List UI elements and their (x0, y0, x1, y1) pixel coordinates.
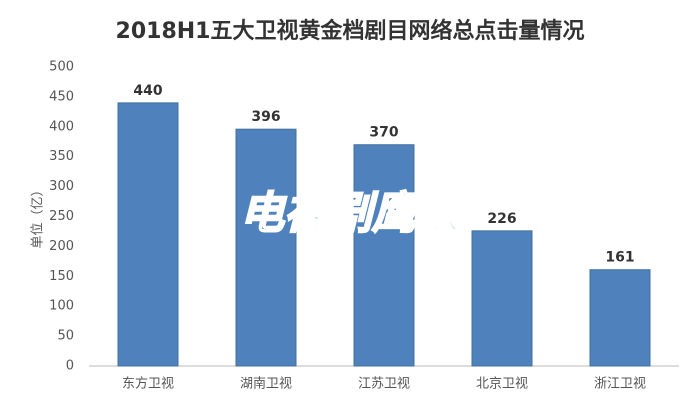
y-tick-label: 200 (49, 239, 74, 254)
y-axis-label: 单位（亿） (31, 183, 46, 248)
bar (235, 128, 297, 367)
x-tick-label: 东方卫视 (122, 376, 174, 392)
y-tick-label: 300 (49, 179, 74, 194)
value-label: 396 (251, 109, 280, 125)
x-tick-label: 浙江卫视 (594, 377, 646, 392)
chart-title: 2018H1五大卫视黄金档剧目网络总点击量情况 (116, 18, 585, 44)
y-tick-label: 350 (49, 149, 74, 164)
y-tick-label: 450 (49, 89, 74, 104)
bar (117, 102, 179, 367)
x-tick-label: 江苏卫视 (358, 376, 410, 392)
value-label: 161 (605, 250, 634, 266)
bar (353, 144, 415, 367)
y-tick-label: 150 (49, 269, 74, 284)
bar (471, 230, 533, 367)
watermark: 电视剧鹰眼 (240, 188, 465, 239)
y-tick-label: 250 (49, 209, 74, 224)
plot: 0 50 100 150 200 250 300 350 400 450 500 东方卫视 440 湖南卫… (49, 60, 679, 392)
bar (589, 269, 651, 367)
y-tick-label: 0 (66, 359, 74, 374)
x-tick-label: 湖南卫视 (240, 376, 292, 392)
y-tick-label: 500 (49, 60, 74, 75)
value-label: 370 (369, 125, 398, 141)
y-tick-label: 50 (57, 329, 74, 344)
x-tick-label: 北京卫视 (476, 377, 528, 392)
value-label: 226 (487, 211, 516, 227)
y-tick-label: 400 (49, 119, 74, 134)
y-tick-label: 100 (49, 299, 74, 314)
value-label: 440 (133, 83, 162, 99)
